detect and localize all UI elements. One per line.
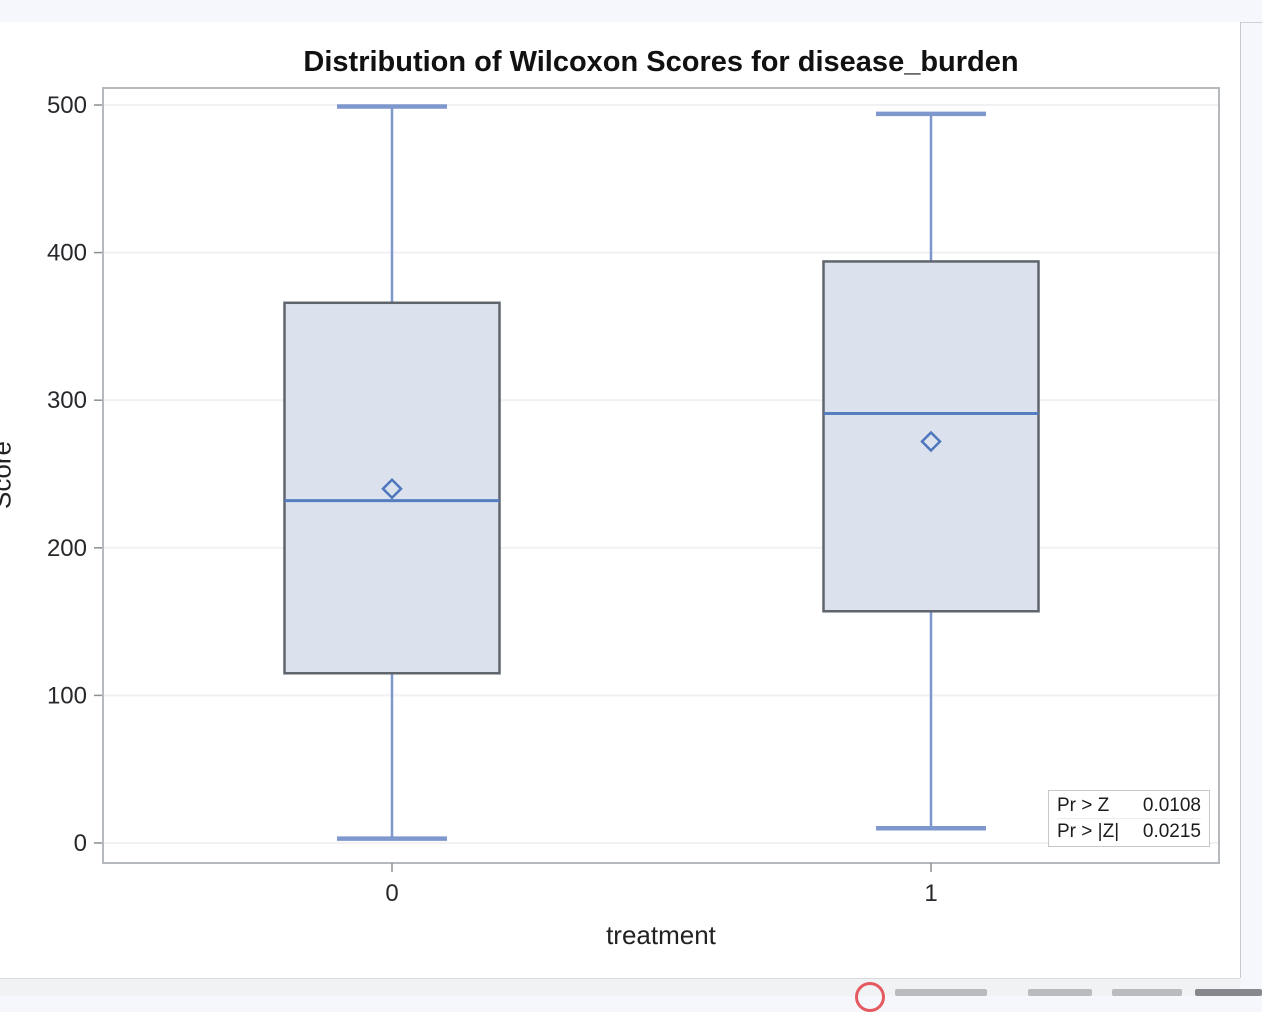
stat-label: Pr > Z (1057, 795, 1110, 816)
y-tick-label: 100 (47, 682, 87, 709)
x-tick-label: 0 (385, 880, 398, 907)
y-tick-label: 500 (47, 92, 87, 119)
plot-area (103, 88, 1219, 863)
stat-value: 0.0108 (1142, 795, 1201, 816)
y-tick-label: 300 (47, 387, 87, 414)
footer-clipped-text (1112, 989, 1182, 996)
chart-title: Distribution of Wilcoxon Scores for dise… (303, 46, 1019, 78)
footer-clipped-text (1195, 989, 1262, 996)
stat-row: Pr > |Z| 0.0215 (1057, 819, 1201, 844)
mean-diamond-icon (920, 430, 942, 453)
y-tick-label: 0 (74, 830, 87, 857)
x-tick-label: 1 (924, 880, 937, 907)
iqr-box (283, 301, 501, 675)
stats-box: Pr > Z 0.0108 Pr > |Z| 0.0215 (1048, 790, 1210, 847)
x-axis-label: treatment (606, 920, 716, 950)
stat-label: Pr > |Z| (1057, 821, 1120, 842)
y-axis-label: Score (0, 441, 17, 509)
mean-diamond-icon (381, 477, 403, 500)
stat-value: 0.0215 (1142, 821, 1201, 842)
plot-frame (102, 87, 1220, 864)
stat-row: Pr > Z 0.0108 (1057, 793, 1201, 819)
record-circle-icon[interactable] (855, 982, 885, 1012)
y-tick-label: 200 (47, 535, 87, 562)
iqr-box (822, 260, 1040, 613)
footer-clipped-text (895, 989, 987, 996)
footer-clipped-text (1028, 989, 1092, 996)
y-tick-label: 400 (47, 240, 87, 267)
